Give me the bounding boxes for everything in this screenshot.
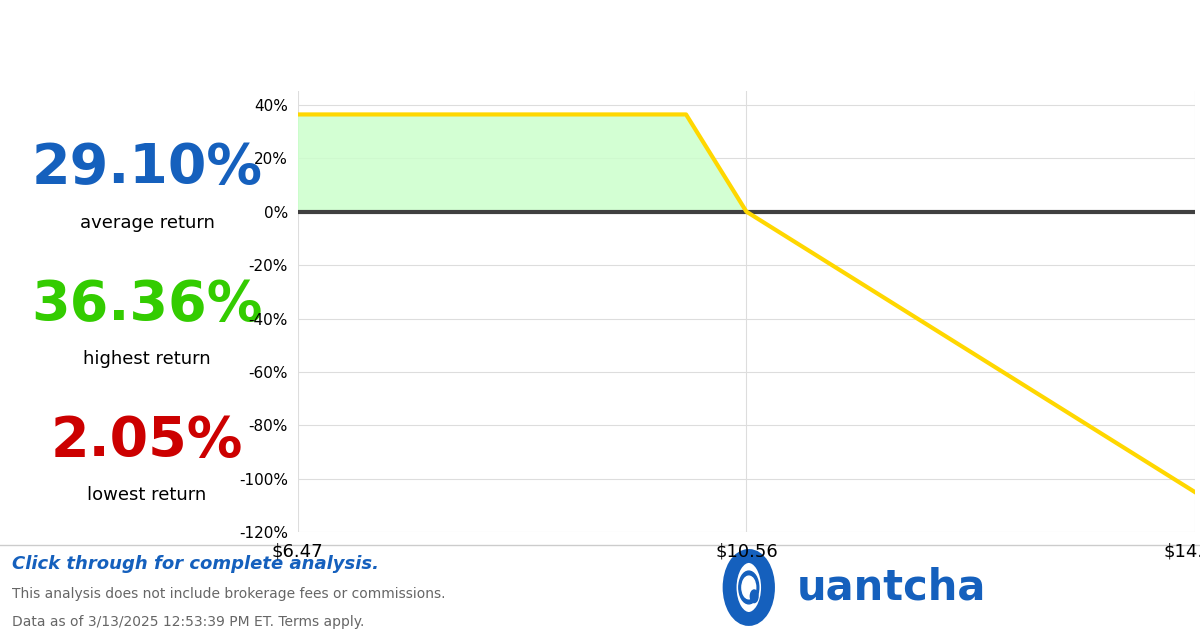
Text: average return: average return [79, 214, 215, 232]
Text: 2.05%: 2.05% [50, 414, 244, 467]
Text: lowest return: lowest return [88, 486, 206, 504]
Text: Data as of 3/13/2025 12:53:39 PM ET. Terms apply.: Data as of 3/13/2025 12:53:39 PM ET. Ter… [12, 615, 365, 629]
Text: uantcha: uantcha [797, 566, 986, 609]
Text: BITDEER TECHNOLOGIES GROUP CLASS A (B: BITDEER TECHNOLOGIES GROUP CLASS A (B [12, 11, 1114, 54]
Text: highest return: highest return [83, 350, 211, 368]
Text: 36.36%: 36.36% [31, 278, 263, 331]
Text: Bear Call Spread analysis for $6.54-$10.01 model on 02-May-2025: Bear Call Spread analysis for $6.54-$10.… [12, 67, 606, 89]
Circle shape [742, 576, 756, 598]
Text: 29.10%: 29.10% [31, 142, 263, 195]
Circle shape [750, 590, 758, 602]
Text: This analysis does not include brokerage fees or commissions.: This analysis does not include brokerage… [12, 587, 445, 602]
Text: Click through for complete analysis.: Click through for complete analysis. [12, 555, 379, 573]
Circle shape [739, 571, 758, 604]
